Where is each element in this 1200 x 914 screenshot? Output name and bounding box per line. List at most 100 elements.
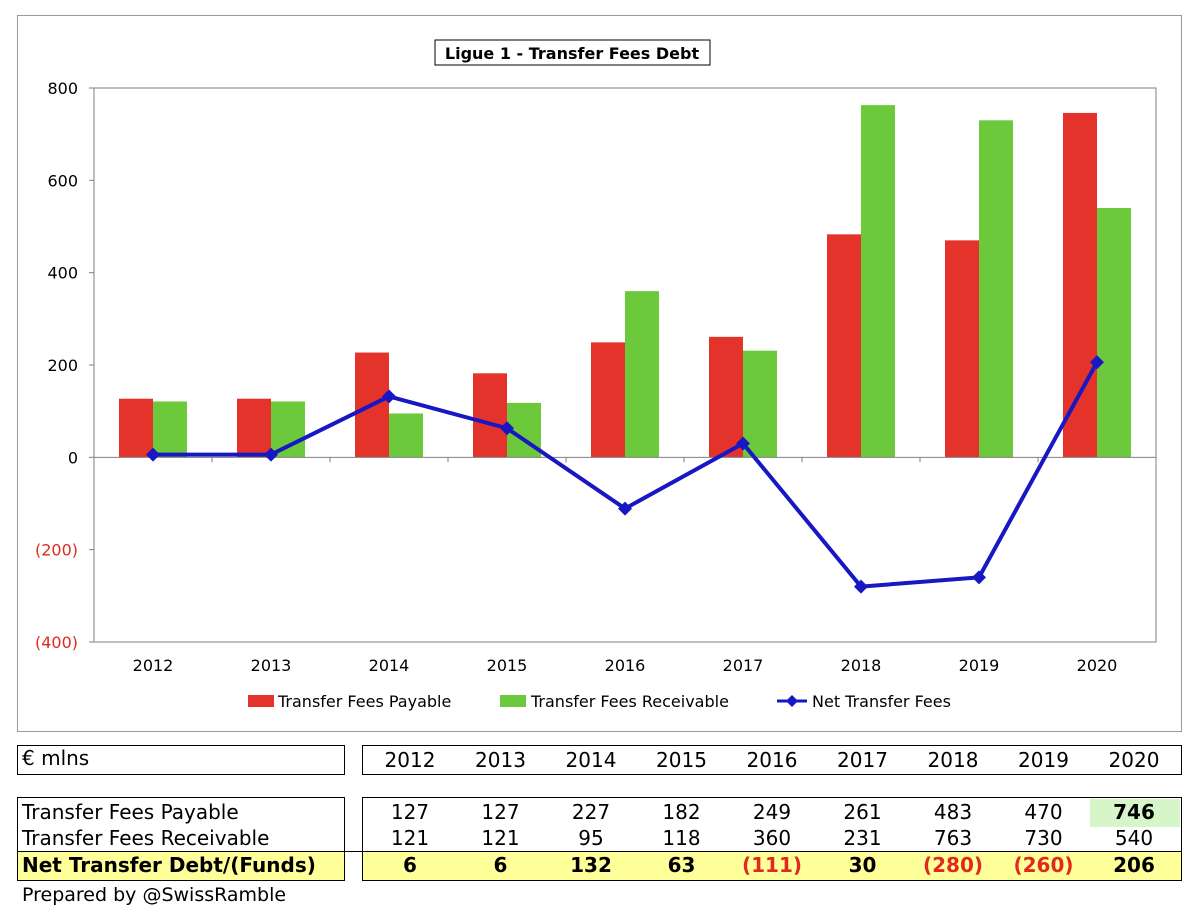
values-box xyxy=(362,797,1182,881)
bar-payable xyxy=(473,373,507,458)
y-tick-label: 600 xyxy=(47,171,78,190)
table-cell: 227 xyxy=(571,800,611,824)
footer-credit: Prepared by @SwissRamble xyxy=(22,884,287,906)
table-cell: 127 xyxy=(390,800,430,824)
chart-frame xyxy=(17,15,1182,732)
net-point xyxy=(736,436,750,451)
year-header-2014: 2014 xyxy=(565,748,617,772)
year-header-2016: 2016 xyxy=(746,748,798,772)
chart-title-box xyxy=(434,39,711,66)
table-cell: 249 xyxy=(752,800,792,824)
legend-swatch-payable xyxy=(248,695,274,707)
bar-payable xyxy=(119,398,153,458)
row-labels-box xyxy=(17,797,345,881)
table-cell: 132 xyxy=(570,853,612,877)
table-cell: 231 xyxy=(843,826,882,850)
bar-payable xyxy=(1063,112,1097,458)
table-cell: 30 xyxy=(848,853,877,877)
y-tick-label: 800 xyxy=(47,79,78,98)
year-header-box xyxy=(362,745,1182,775)
table-cell: 63 xyxy=(667,853,696,877)
year-header-2012: 2012 xyxy=(384,748,436,772)
year-header-2019: 2019 xyxy=(1018,748,1069,772)
net-point xyxy=(146,447,160,462)
net-row-highlight-left xyxy=(18,852,344,880)
x-tick-label: 2018 xyxy=(841,656,882,675)
bar-payable xyxy=(827,234,861,458)
legend-label-net: Net Transfer Fees xyxy=(812,692,951,711)
net-point xyxy=(500,421,514,436)
bar-receivable xyxy=(743,350,777,458)
legend-label-receivable: Transfer Fees Receivable xyxy=(530,692,729,711)
chart: Ligue 1 - Transfer Fees Debt 800 600 400 200… xyxy=(35,39,1157,711)
table-cell: 121 xyxy=(390,826,430,850)
bar-receivable xyxy=(389,413,423,458)
x-tick-label: 2012 xyxy=(133,656,174,675)
table-cell: (111) xyxy=(741,853,803,877)
x-tick-label: 2017 xyxy=(723,656,764,675)
legend-marker-net xyxy=(786,695,798,707)
legend-label-payable: Transfer Fees Payable xyxy=(277,692,451,711)
y-tick-label: (400) xyxy=(35,633,78,652)
year-header-2018: 2018 xyxy=(927,748,979,772)
table-cell: 360 xyxy=(752,826,792,850)
net-point xyxy=(854,579,868,594)
table-cell: (260) xyxy=(1013,853,1074,877)
table-cell: 118 xyxy=(662,826,701,850)
bar-receivable xyxy=(271,401,305,458)
bar-payable xyxy=(591,342,625,458)
chart-title: Ligue 1 - Transfer Fees Debt xyxy=(445,44,700,63)
x-tick-label: 2019 xyxy=(959,656,1000,675)
table-cell: (280) xyxy=(922,853,984,877)
table-cell: 746 xyxy=(1113,800,1155,824)
year-header-2017: 2017 xyxy=(837,748,888,772)
row-label: Transfer Fees Receivable xyxy=(22,826,270,850)
table-cell: 182 xyxy=(662,800,701,824)
x-tick-label: 2014 xyxy=(369,656,410,675)
y-tick-label: 0 xyxy=(68,448,78,467)
unit-label: € mlns xyxy=(22,746,90,770)
bar-payable xyxy=(945,240,979,458)
net-point xyxy=(1090,355,1104,370)
year-header-2020: 2020 xyxy=(1108,748,1160,772)
bar-payable xyxy=(709,336,743,458)
x-tick-label: 2013 xyxy=(251,656,292,675)
highlight-cell-2020-payable xyxy=(1090,799,1180,827)
y-tick-label: 200 xyxy=(47,356,78,375)
x-tick-label: 2020 xyxy=(1077,656,1118,675)
bar-receivable xyxy=(625,291,659,458)
table-cell: 261 xyxy=(843,800,882,824)
y-tick-label: 400 xyxy=(47,264,78,283)
table-cell: 540 xyxy=(1114,826,1154,850)
table-cell: 763 xyxy=(933,826,973,850)
net-row-highlight-right xyxy=(363,852,1181,880)
x-tick-label: 2016 xyxy=(605,656,646,675)
table-cell: 127 xyxy=(481,800,520,824)
table-cell: 470 xyxy=(1024,800,1063,824)
table-cell: 6 xyxy=(493,853,508,877)
bar-payable xyxy=(237,398,271,458)
table-cell: 6 xyxy=(403,853,417,877)
legend-swatch-receivable xyxy=(500,695,526,707)
table-cell: 206 xyxy=(1113,853,1155,877)
bar-receivable xyxy=(153,401,187,458)
net-point xyxy=(972,570,986,585)
net-point xyxy=(382,389,396,404)
row-label: Net Transfer Debt/(Funds) xyxy=(22,853,316,877)
net-point xyxy=(264,447,278,462)
table-cell: 730 xyxy=(1024,826,1063,850)
net-point xyxy=(618,501,632,516)
net-row-divider xyxy=(17,851,1182,852)
year-header-2015: 2015 xyxy=(656,748,707,772)
y-tick-label: (200) xyxy=(35,541,78,560)
table-cell: 121 xyxy=(481,826,520,850)
year-header-2013: 2013 xyxy=(475,748,526,772)
bar-receivable xyxy=(1097,208,1131,458)
bar-receivable xyxy=(979,120,1013,458)
table-cell: 483 xyxy=(933,800,973,824)
row-label: Transfer Fees Payable xyxy=(22,800,239,824)
unit-box xyxy=(17,745,345,775)
table-cell: 95 xyxy=(578,826,604,850)
x-tick-label: 2015 xyxy=(487,656,528,675)
bar-receivable xyxy=(861,105,895,458)
